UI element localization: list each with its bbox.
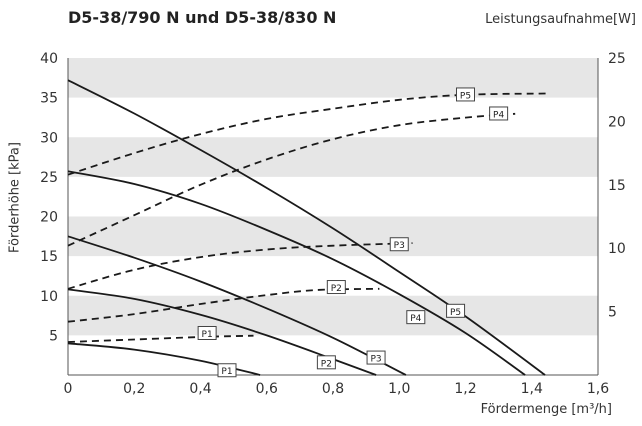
y-tick-label: 25 bbox=[40, 170, 58, 186]
x-tick-label: 1,4 bbox=[521, 381, 543, 397]
curve-tag-box bbox=[406, 310, 426, 325]
curve-tag: P2 bbox=[316, 355, 336, 370]
curve-tag: P1 bbox=[197, 325, 217, 340]
tick-labels: 0 0,2 0,4 0,6 0,8 1,0 1,2 1,4 1,6 5 10 15 20 25 30 35 40… bbox=[40, 51, 626, 397]
curve-tag-text: P5 bbox=[460, 91, 471, 101]
axes bbox=[67, 58, 599, 376]
curve-tag-text: P2 bbox=[331, 284, 342, 294]
chart-title: D5-38/790 N und D5-38/830 N bbox=[68, 8, 337, 27]
y-tick-label: 15 bbox=[40, 249, 58, 265]
y2-tick-label: 10 bbox=[608, 241, 626, 257]
x-tick-label: 0,2 bbox=[123, 381, 145, 397]
grid-band bbox=[68, 295, 598, 336]
power-curve-p5 bbox=[67, 92, 549, 176]
x-tick-label: 0 bbox=[64, 381, 73, 397]
curve-tag-text: P4 bbox=[410, 314, 421, 324]
curve-tag-box bbox=[326, 280, 346, 295]
y-tick-label: 35 bbox=[40, 91, 58, 107]
curve-tag-text: P3 bbox=[370, 355, 381, 365]
grid-band bbox=[68, 137, 598, 177]
curve-tag: P5 bbox=[456, 87, 475, 102]
y2-tick-label: 25 bbox=[608, 51, 626, 67]
series-lines bbox=[67, 79, 549, 376]
curve-tag-text: P2 bbox=[321, 359, 332, 369]
curve-tag: P3 bbox=[389, 237, 409, 252]
curve-tag-box bbox=[489, 106, 509, 121]
curve-tag: P4 bbox=[489, 106, 509, 121]
x-tick-label: 0,4 bbox=[189, 381, 211, 397]
y2-tick-label: 15 bbox=[608, 178, 626, 194]
y-tick-label: 40 bbox=[40, 51, 58, 67]
x-tick-label: 1,0 bbox=[388, 381, 410, 397]
curve-tag-box bbox=[316, 355, 336, 370]
curve-tag-text: P3 bbox=[394, 241, 405, 251]
x-tick-label: 0,6 bbox=[256, 381, 278, 397]
curve-tag-box bbox=[217, 363, 237, 378]
power-curve-p1 bbox=[67, 334, 254, 343]
y2-tick-label: 20 bbox=[608, 114, 626, 130]
y-tick-label: 5 bbox=[49, 328, 58, 344]
head-curve-p4 bbox=[67, 170, 526, 376]
grid-band bbox=[68, 58, 598, 98]
y2-axis-label: Leistungsaufnahme[W] bbox=[485, 12, 636, 27]
y-tick-label: 30 bbox=[40, 130, 58, 146]
power-curve-p3 bbox=[67, 242, 413, 290]
curve-tag-text: P1 bbox=[202, 330, 213, 340]
grid-bands bbox=[68, 58, 598, 336]
power-curve-p4 bbox=[67, 112, 516, 247]
y2-tick-label: 5 bbox=[608, 305, 617, 321]
curve-tag: P2 bbox=[326, 280, 346, 295]
head-curve-p5 bbox=[67, 79, 546, 376]
curve-tag: P5 bbox=[446, 303, 466, 318]
curve-tag: P1 bbox=[217, 363, 237, 378]
x-axis-label: Fördermenge [m³/h] bbox=[480, 402, 612, 417]
curve-labels: P1 P2 P3 P4 P5 P1 P2 P3 P4 P5 bbox=[197, 87, 509, 378]
x-tick-label: 1,2 bbox=[454, 381, 476, 397]
x-tick-label: 1,6 bbox=[587, 381, 609, 397]
y-tick-label: 20 bbox=[40, 210, 58, 226]
curve-tag-box bbox=[197, 325, 217, 340]
head-curve-p3 bbox=[67, 235, 407, 376]
curve-tag-text: P4 bbox=[493, 110, 504, 120]
curve-tag: P4 bbox=[406, 310, 426, 325]
curve-tag-text: P5 bbox=[450, 308, 461, 318]
curve-tag-box bbox=[446, 303, 466, 318]
curve-tag-box bbox=[456, 87, 475, 102]
curve-tag-box bbox=[389, 237, 409, 252]
curve-tag-text: P1 bbox=[221, 367, 232, 377]
power-curve-p2 bbox=[67, 287, 380, 323]
curve-tag-box bbox=[366, 350, 386, 365]
x-tick-label: 0,8 bbox=[322, 381, 344, 397]
curve-tag: P3 bbox=[366, 350, 386, 365]
y-tick-label: 10 bbox=[40, 289, 58, 305]
grid-band bbox=[68, 216, 598, 257]
